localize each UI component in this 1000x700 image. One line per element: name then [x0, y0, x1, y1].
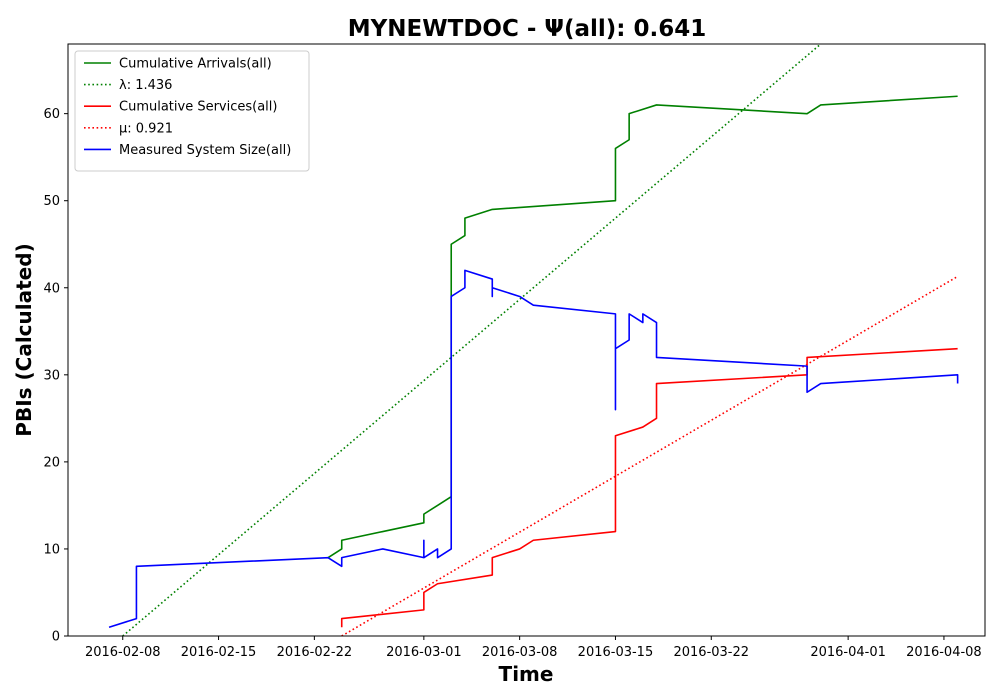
- series-line-2-1-436: [122, 44, 822, 636]
- x-axis: 2016-02-08 2016-02-15 2016-02-22 2016-03-01…: [85, 636, 982, 660]
- y-tick-label: 0: [52, 630, 60, 645]
- legend-box: [74, 50, 310, 172]
- legend-label-1-436: λ: 1.436: [119, 78, 172, 93]
- legend-label-cumulative-arrivals-all: Cumulative Arrivals(all): [119, 57, 272, 72]
- y-tick-label: 10: [43, 542, 60, 557]
- x-axis-title: Time: [499, 662, 554, 686]
- y-axis-title: PBIs (Calculated): [12, 243, 36, 436]
- x-tick-label: 2016-03-15: [578, 645, 654, 660]
- x-tick-label: 2016-04-08: [906, 645, 982, 660]
- x-tick-label: 2016-03-01: [386, 645, 462, 660]
- series-line-3-cumulative-services-all: [340, 347, 958, 628]
- series-layer: [108, 44, 959, 636]
- legend-label-cumulative-services-all: Cumulative Services(all): [119, 100, 277, 115]
- x-tick-label: 2016-02-15: [181, 645, 257, 660]
- x-tick-label: 2016-02-22: [277, 645, 353, 660]
- x-tick-label: 2016-04-01: [810, 645, 886, 660]
- y-tick-label: 60: [43, 107, 60, 122]
- legend-label-measured-system-size-all: Measured System Size(all): [119, 143, 291, 158]
- series-line-4-0-921: [341, 275, 959, 636]
- legend-label-0-921: μ: 0.921: [119, 121, 173, 136]
- x-tick-label: 2016-03-22: [673, 645, 749, 660]
- series-line-1-cumulative-arrivals-all: [327, 95, 958, 559]
- y-tick-label: 30: [43, 368, 60, 383]
- y-tick-label: 40: [43, 281, 60, 296]
- y-tick-label: 50: [43, 194, 60, 209]
- x-tick-label: 2016-03-08: [482, 645, 558, 660]
- y-axis: 0 10 20 30 40 50 60: [43, 107, 68, 645]
- x-tick-label: 2016-02-08: [85, 645, 161, 660]
- plot-frame: [67, 43, 986, 637]
- series-line-5-measured-system-size-all: [108, 269, 959, 629]
- y-tick-label: 20: [43, 455, 60, 470]
- chart-title: MYNEWTDOC - Ψ(all): 0.641: [348, 16, 706, 42]
- legend: Cumulative Arrivals(all) λ: 1.436 Cumulati…: [74, 50, 310, 172]
